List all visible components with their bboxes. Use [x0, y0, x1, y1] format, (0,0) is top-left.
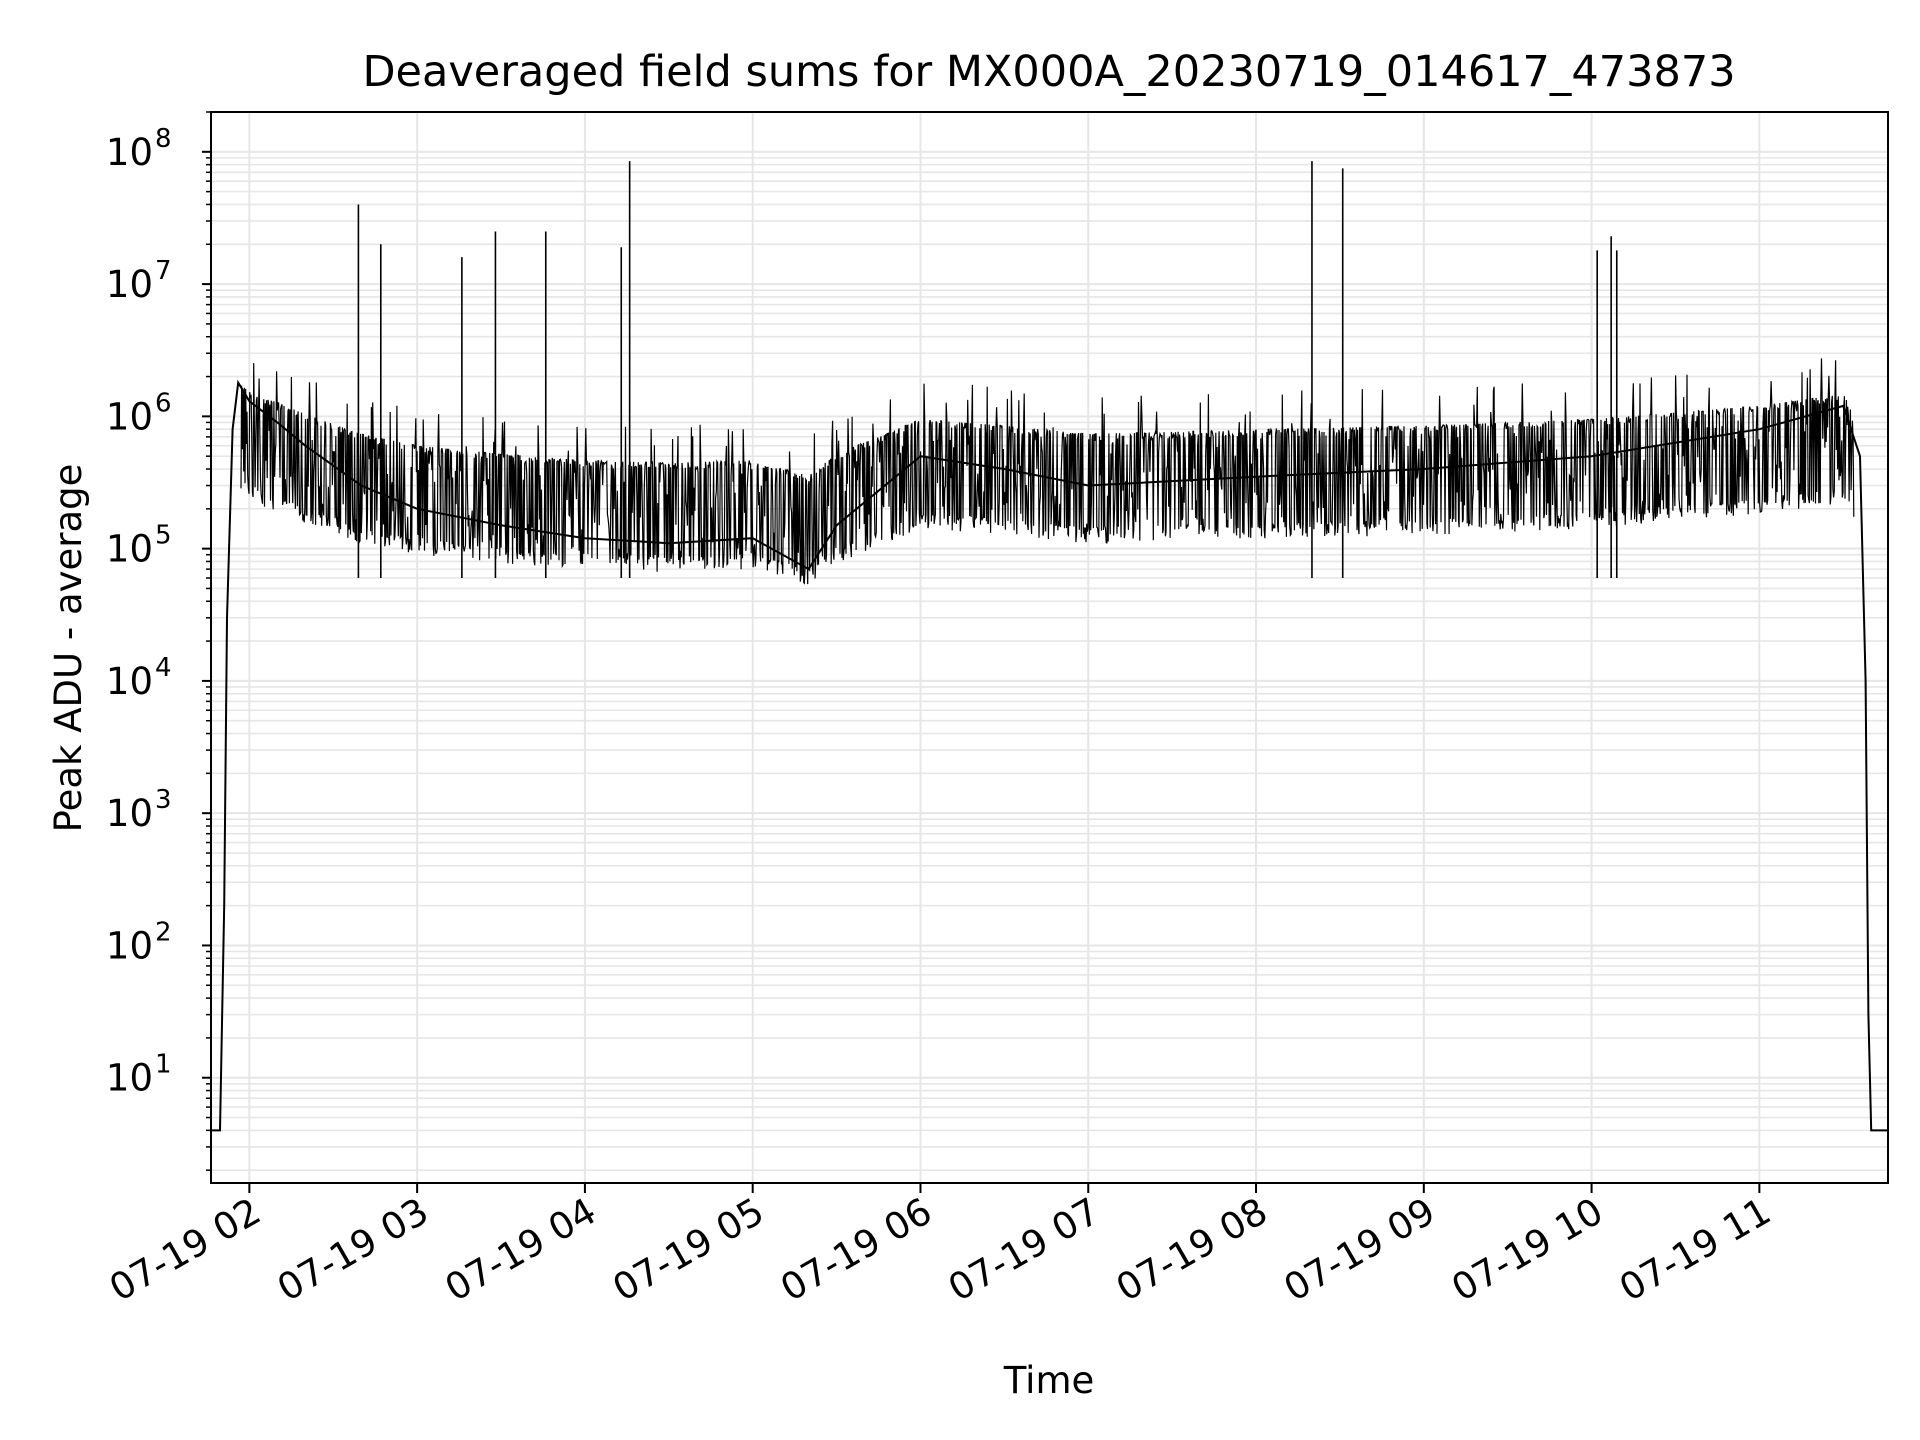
y-tick-label: 10	[106, 395, 153, 438]
chart-title: Deaveraged field sums for MX000A_2023071…	[362, 47, 1735, 97]
y-tick-base: 10	[106, 131, 153, 174]
y-tick-exponent: 1	[155, 1050, 172, 1080]
x-tick-label: 07-19 06	[773, 1190, 939, 1310]
x-tick-label: 07-19 05	[606, 1190, 772, 1310]
x-tick-label: 07-19 07	[941, 1190, 1107, 1310]
grid-layer	[211, 111, 1888, 1183]
plot-frame	[210, 111, 1889, 1184]
data-layer	[211, 161, 1888, 1132]
x-tick-label: 07-19 11	[1612, 1190, 1778, 1310]
y-tick-base: 10	[106, 660, 153, 703]
y-tick-label: 10	[106, 131, 153, 174]
y-tick-label: 10	[106, 263, 153, 306]
x-axis-label: Time	[1003, 1359, 1095, 1402]
y-tick-exponent: 4	[155, 653, 172, 683]
y-tick-exponent: 8	[155, 124, 172, 154]
y-tick-base: 10	[106, 792, 153, 835]
x-axis: 07-19 02 07-19 03 07-19 04 07-19 05 07-19 06…	[102, 1183, 1778, 1310]
x-tick-label: 07-19 09	[1277, 1190, 1443, 1310]
y-tick-exponent: 6	[155, 388, 172, 418]
y-tick-label: 10	[106, 1057, 153, 1100]
y-tick-exponent: 5	[155, 521, 172, 551]
y-tick-label: 10	[106, 792, 153, 835]
y-tick-base: 10	[106, 1057, 153, 1100]
y-tick-exponent: 7	[155, 256, 172, 286]
y-tick-exponent: 2	[155, 917, 172, 947]
x-tick-label: 07-19 08	[1109, 1190, 1275, 1310]
y-tick-label: 10	[106, 660, 153, 703]
x-tick-label: 07-19 02	[102, 1190, 268, 1310]
series-noise-band	[240, 358, 1855, 585]
y-axis-label: Peak ADU - average	[47, 464, 90, 833]
x-tick-label: 07-19 03	[270, 1190, 436, 1310]
y-tick-label: 10	[106, 924, 153, 967]
y-tick-base: 10	[106, 395, 153, 438]
y-tick-base: 10	[106, 263, 153, 306]
y-tick-label: 10	[106, 528, 153, 571]
y-tick-exponent: 3	[155, 785, 172, 815]
y-tick-base: 10	[106, 924, 153, 967]
y-tick-base: 10	[106, 528, 153, 571]
x-tick-label: 07-19 10	[1445, 1190, 1611, 1310]
x-tick-label: 07-19 04	[438, 1190, 604, 1310]
